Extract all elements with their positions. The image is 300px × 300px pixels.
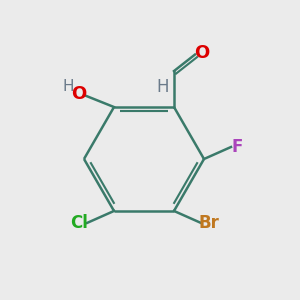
- Text: F: F: [231, 138, 243, 156]
- Text: Br: Br: [199, 214, 220, 232]
- Text: Cl: Cl: [70, 214, 88, 232]
- Text: O: O: [194, 44, 209, 62]
- Text: H: H: [63, 79, 74, 94]
- Text: O: O: [71, 85, 86, 103]
- Text: H: H: [156, 78, 169, 96]
